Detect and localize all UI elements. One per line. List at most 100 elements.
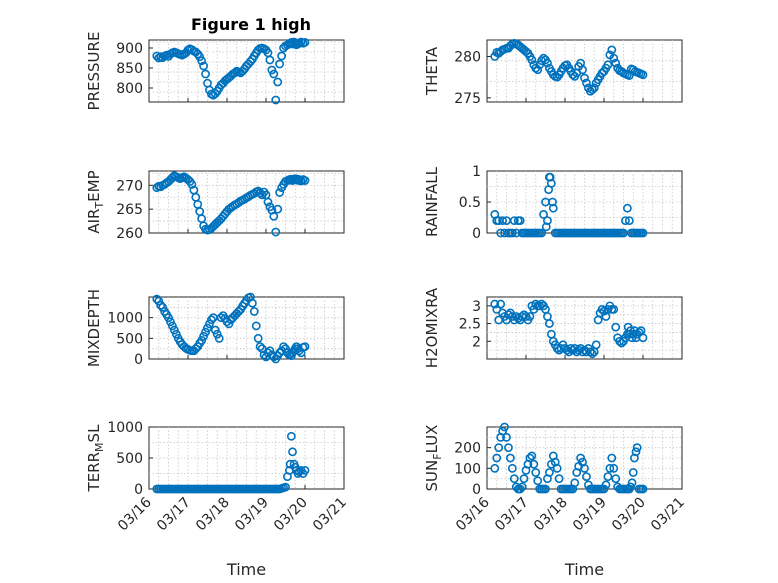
terr_msl-xlabel: Time	[226, 560, 266, 579]
mixdepth-point-10	[171, 329, 181, 339]
pressure-panel: 800 850 900 PRESSURE	[85, 32, 345, 110]
theta-point-62	[611, 58, 621, 68]
sun_flux-point-56	[599, 484, 609, 494]
mixdepth-point-2	[156, 300, 166, 310]
sun_flux-point-5	[500, 422, 509, 432]
mixdepth-point-8	[167, 321, 177, 331]
mixdepth-point-53	[255, 342, 265, 351]
theta-point-46	[580, 73, 589, 83]
rainfall-point-27	[541, 222, 551, 232]
air_temp-point-61	[271, 227, 281, 237]
mixdepth-point-7	[166, 317, 175, 327]
theta-point-27	[543, 58, 552, 68]
pressure-point-62	[273, 77, 283, 87]
pressure-point-64	[277, 51, 286, 61]
mixdepth-point-23	[197, 335, 207, 345]
rainfall-ytick-label-0: 0	[472, 226, 481, 242]
mixdepth-point-77	[296, 348, 306, 358]
sun_flux-point-18	[525, 453, 535, 463]
rainfall-point-71	[621, 216, 630, 225]
h2omixra-point-18	[525, 312, 535, 321]
mixdepth-point-26	[203, 323, 212, 333]
mixdepth-point-0	[152, 294, 162, 304]
sun_flux-point-76	[632, 443, 642, 453]
air_temp-ytick-label-0: 260	[116, 226, 143, 242]
pressure-point-63	[275, 59, 285, 69]
pressure-point-58	[265, 55, 275, 65]
h2omixra-point-49	[585, 347, 595, 357]
sun_flux-ylabel: SUNFLUX	[423, 425, 444, 492]
theta-point-76	[638, 70, 648, 80]
terr_msl-ylabel: TERRMSL	[85, 424, 106, 493]
theta-ytick-label-1: 280	[454, 50, 481, 66]
sun_flux-xlabel: Time	[564, 560, 604, 579]
terr_msl-ytick-label-2: 1000	[107, 420, 143, 436]
theta-ytick-label-0: 275	[454, 91, 481, 107]
air_temp-point-63	[275, 188, 285, 197]
sun_flux-point-6	[502, 432, 511, 442]
sun_flux-point-75	[631, 447, 641, 457]
h2omixra-ytick-label-2: 3	[472, 299, 481, 315]
h2omixra-point-28	[545, 319, 554, 328]
sun_flux-point-71	[626, 482, 635, 492]
sun_flux-ytick-label-2: 200	[454, 441, 481, 457]
sun_flux-point-26	[541, 484, 550, 494]
h2omixra-ytick-label-1: 2.5	[459, 317, 481, 333]
sun_flux-point-79	[638, 484, 648, 494]
mixdepth-point-9	[169, 325, 179, 335]
mixdepth-point-60	[269, 352, 279, 362]
theta-point-47	[582, 78, 591, 88]
rainfall-ytick-label-2: 1	[472, 164, 481, 180]
sun_flux-point-22	[533, 476, 543, 486]
rainfall-point-28	[543, 216, 552, 225]
theta-panel: 275 280 THETA	[423, 38, 683, 107]
mixdepth-point-30	[210, 325, 220, 335]
h2omixra-point-0	[490, 299, 500, 309]
mixdepth-point-58	[265, 346, 275, 356]
sun_flux-point-61	[609, 463, 619, 473]
mixdepth-point-1	[154, 296, 164, 306]
rainfall-point-80	[638, 228, 648, 238]
terr_msl-point-66	[281, 482, 290, 492]
theta-point-19	[527, 55, 537, 65]
mixdepth-point-65	[279, 342, 288, 351]
theta-point-50	[587, 85, 597, 94]
rainfall-point-13	[515, 216, 525, 225]
pressure-ytick-label-1: 850	[116, 61, 143, 77]
sun_flux-point-20	[529, 459, 539, 469]
figure-title: Figure 1 high	[191, 15, 311, 34]
sun_flux-point-9	[507, 463, 517, 473]
air_temp-point-18	[187, 179, 197, 189]
sun_flux-ytick-label-1: 100	[454, 461, 481, 477]
sun_flux-point-14	[517, 482, 527, 492]
mixdepth-point-6	[164, 313, 173, 323]
theta-point-22	[533, 65, 543, 75]
air_temp-point-60	[269, 211, 279, 221]
pressure-point-24	[199, 61, 208, 71]
sun_flux-point-73	[628, 468, 638, 477]
air_temp-point-62	[273, 204, 283, 214]
sun_flux-point-57	[601, 480, 611, 490]
sun_flux-point-28	[545, 468, 554, 477]
h2omixra-ylabel: H2OMIXRA	[423, 287, 441, 368]
sun_flux-point-41	[570, 478, 580, 488]
mixdepth-point-50	[249, 307, 259, 316]
sun_flux-point-47	[582, 472, 591, 481]
h2omixra-point-50	[587, 349, 597, 359]
mixdepth-point-27	[205, 319, 214, 329]
h2omixra-ytick-label-0: 2	[472, 334, 481, 350]
mixdepth-ylabel: MIXDEPTH	[85, 289, 103, 367]
sun_flux-point-13	[515, 484, 525, 494]
air_temp-ylabel: AIRTEMP	[85, 170, 106, 233]
sun_flux-point-2	[494, 443, 504, 453]
air_temp-ytick-label-2: 270	[116, 178, 143, 194]
rainfall-point-25	[539, 209, 548, 219]
pressure-point-40	[230, 68, 240, 78]
terr_msl-point-71	[288, 447, 297, 457]
mixdepth-point-49	[247, 298, 257, 308]
rainfall-point-9	[507, 228, 517, 238]
mixdepth-point-51	[251, 321, 261, 331]
mixdepth-point-24	[199, 331, 208, 341]
sun_flux-point-59	[605, 463, 615, 473]
